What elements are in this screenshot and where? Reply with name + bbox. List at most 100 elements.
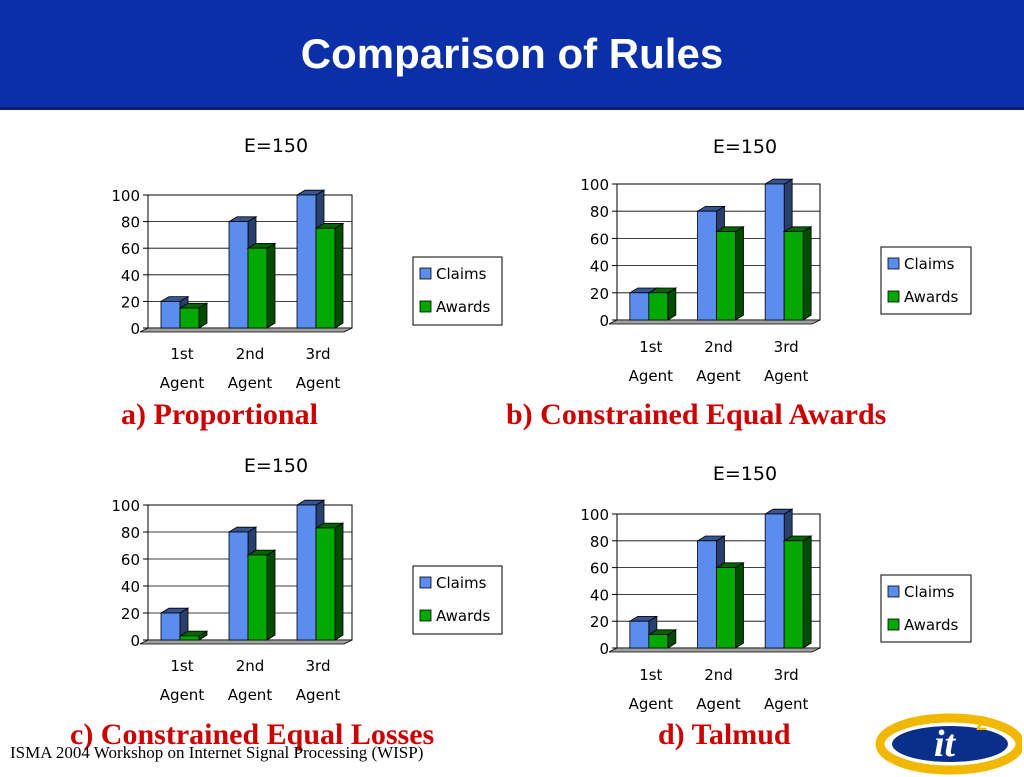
bar-awards-2 (246, 242, 277, 329)
legend-label: Claims (904, 583, 955, 601)
y-tick-label: 40 (590, 586, 609, 604)
y-tick-label: 100 (111, 497, 140, 515)
legend-label: Claims (436, 265, 487, 283)
x-tick-label: 1st (170, 657, 193, 675)
bar-awards-2 (715, 562, 745, 649)
x-tick-label: 2nd (704, 338, 733, 356)
y-tick-label: 20 (590, 285, 609, 303)
x-tick-label: 1st (170, 345, 193, 363)
x-tick-label: Agent (228, 374, 273, 392)
caption-talmud: d) Talmud (658, 718, 791, 751)
chart-floor (608, 647, 821, 653)
x-tick-label: 2nd (236, 345, 265, 363)
legend-swatch (887, 257, 900, 270)
bar-awards-1 (647, 287, 678, 321)
x-tick-label: 3rd (306, 345, 331, 363)
bar-awards-2 (715, 226, 745, 321)
legend-swatch (887, 290, 900, 303)
x-tick-label: 3rd (774, 666, 799, 684)
x-tick-label: 3rd (774, 338, 799, 356)
chart-legend: Claims Awards (412, 256, 503, 326)
bar-awards-1 (178, 630, 209, 641)
x-tick-label: Agent (629, 367, 674, 385)
y-tick-label: 40 (121, 267, 140, 285)
y-tick-label: 0 (130, 632, 140, 650)
x-tick-label: Agent (696, 367, 741, 385)
x-tick-label: Agent (764, 695, 809, 713)
caption-constrained-equal-awards: b) Constrained Equal Awards (506, 398, 887, 431)
chart-4: E=150 0 20 40 60 80 100 1st Agent 2nd Agent 3rd Agen… (580, 463, 972, 713)
x-tick-label: Agent (764, 367, 809, 385)
y-tick-label: 20 (121, 605, 140, 623)
legend-label: Awards (904, 288, 959, 306)
y-tick-label: 80 (590, 203, 609, 221)
x-tick-label: Agent (296, 374, 341, 392)
chart-legend: Claims Awards (880, 246, 972, 315)
x-tick-label: 1st (639, 338, 662, 356)
x-tick-label: 2nd (704, 666, 733, 684)
caption-constrained-equal-losses: c) Constrained Equal Losses (70, 718, 435, 751)
y-tick-label: 80 (121, 524, 140, 542)
y-tick-label: 60 (590, 230, 609, 248)
y-tick-label: 0 (130, 320, 140, 338)
legend-swatch (419, 609, 432, 622)
slide-title: Comparison of Rules (300, 30, 724, 77)
x-tick-label: Agent (629, 695, 674, 713)
legend-label: Awards (436, 298, 491, 316)
chart-floor (139, 639, 353, 645)
legend-swatch (887, 585, 900, 598)
legend-swatch (419, 300, 432, 313)
legend-label: Awards (904, 616, 959, 634)
y-tick-label: 80 (121, 214, 140, 232)
bar-awards-3 (314, 222, 345, 329)
x-tick-label: 1st (639, 666, 662, 684)
y-tick-label: 40 (590, 258, 609, 276)
y-tick-label: 80 (590, 533, 609, 551)
bar-awards-3 (782, 226, 813, 321)
bar-awards-3 (782, 535, 813, 649)
x-tick-label: Agent (296, 686, 341, 704)
legend-label: Awards (436, 607, 491, 625)
x-tick-label: 2nd (236, 657, 265, 675)
y-tick-label: 60 (121, 240, 140, 258)
bar-awards-3 (314, 522, 345, 641)
y-tick-label: 0 (599, 312, 609, 330)
footer-text: ISMA 2004 Workshop on Internet Signal Pr… (10, 743, 424, 762)
legend-label: Claims (904, 255, 955, 273)
chart-2: E=150 0 20 40 60 80 100 1st Agent 2nd Agent 3rd Agen… (580, 136, 972, 385)
y-tick-label: 100 (111, 187, 140, 205)
x-tick-label: Agent (160, 374, 205, 392)
chart-floor (608, 319, 821, 325)
x-tick-label: Agent (696, 695, 741, 713)
y-tick-label: 60 (121, 551, 140, 569)
bar-awards-2 (246, 549, 277, 641)
bar-awards-1 (178, 302, 209, 329)
chart-title: E=150 (244, 455, 308, 477)
legend-swatch (419, 267, 432, 280)
title-bar: Comparison of Rules (0, 0, 1024, 110)
caption-proportional: a) Proportional (121, 398, 318, 431)
chart-title: E=150 (713, 463, 777, 485)
legend-swatch (887, 618, 900, 631)
x-tick-label: Agent (160, 686, 205, 704)
chart-floor (139, 327, 353, 333)
legend-swatch (419, 576, 432, 589)
y-tick-label: 20 (121, 293, 140, 311)
y-tick-label: 100 (580, 506, 609, 524)
logo-superscript: 2 (976, 713, 987, 735)
legend-label: Claims (436, 574, 487, 592)
x-tick-label: Agent (228, 686, 273, 704)
y-tick-label: 60 (590, 560, 609, 578)
chart-1: E=150 0 20 40 60 80 100 1st Agent 2nd Agent 3rd Agen… (111, 135, 503, 392)
x-tick-label: 3rd (306, 657, 331, 675)
y-tick-label: 100 (580, 176, 609, 194)
chart-3: E=150 0 20 40 60 80 100 1st Agent 2nd Agent 3rd Agen… (111, 455, 503, 704)
y-tick-label: 40 (121, 578, 140, 596)
chart-legend: Claims Awards (880, 574, 972, 643)
chart-legend: Claims Awards (412, 565, 503, 635)
chart-title: E=150 (244, 135, 308, 157)
logo-text: it (934, 723, 957, 765)
y-tick-label: 0 (599, 640, 609, 658)
bar-awards-1 (647, 629, 678, 649)
